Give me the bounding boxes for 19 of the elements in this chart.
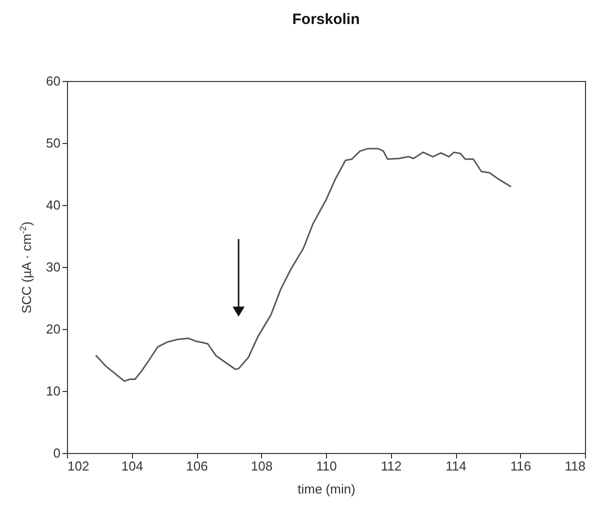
y-tick-label: 10 (46, 384, 60, 398)
y-tick-label: 20 (46, 322, 60, 336)
x-tick-label: 112 (380, 458, 402, 474)
x-tick-label: 110 (316, 458, 337, 474)
x-tick-label: 116 (510, 458, 532, 474)
y-tick-label: 0 (53, 446, 60, 460)
x-axis-title: time (min) (298, 482, 356, 496)
x-tick-label: 106 (186, 458, 208, 474)
chart-title: Forskolin (292, 11, 360, 28)
y-tick-label: 50 (46, 136, 60, 150)
x-tick-label: 104 (121, 458, 144, 474)
x-tick-label: 114 (446, 458, 466, 474)
x-tick-label: 118 (564, 458, 586, 474)
line-series (95, 148, 512, 382)
y-tick-label: 40 (46, 198, 60, 212)
x-tick-label: 102 (68, 458, 90, 474)
x-tick-label: 108 (250, 458, 273, 474)
y-tick-label: 30 (46, 260, 60, 274)
y-tick-label: 60 (46, 74, 60, 88)
